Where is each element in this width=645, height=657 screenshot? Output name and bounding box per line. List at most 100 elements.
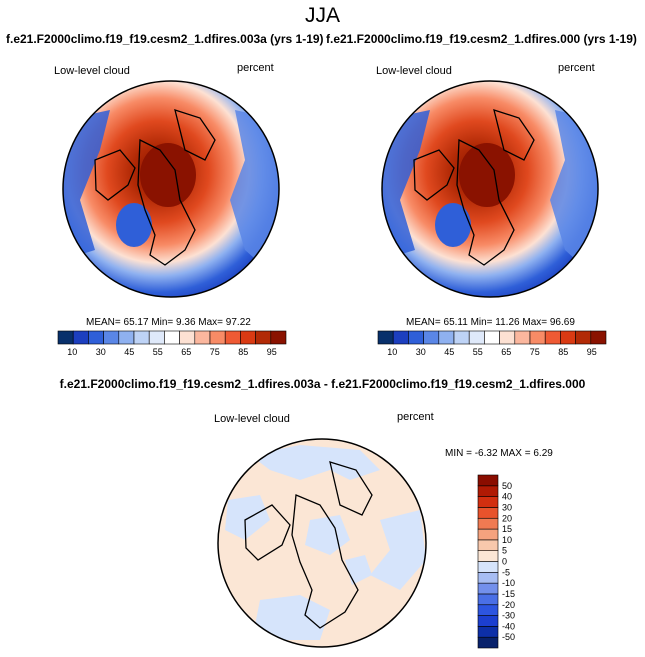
panel-1-coastlines (94, 109, 216, 266)
panel-1-colorbar-swatch (133, 330, 150, 345)
panel-1-colorbar-tick-label: 30 (96, 347, 106, 357)
panel-1-colorbar-swatch (72, 330, 89, 345)
panel-3-field-patch (225, 495, 270, 540)
panel-3-colorbar-swatch (477, 636, 499, 649)
panel-3-colorbar-swatch (477, 615, 499, 627)
panel-2-colorbar-tick-label: 55 (473, 347, 483, 357)
panel-3-colorbar-swatch (477, 474, 499, 487)
panel-2-colorbar-swatch (377, 330, 394, 345)
panel-3-colorbar-swatch (477, 496, 499, 508)
panel-1-variable-label: Low-level cloud (54, 65, 130, 77)
panel-3-colorbar-swatch (477, 572, 499, 584)
panel-3-colorbar-tick-label: -15 (502, 589, 515, 599)
panel-3-colorbar-swatch (477, 604, 499, 616)
panel-3-colorbar-tick-label: -30 (502, 611, 515, 621)
panel-1-colorbar-tick-label: 85 (238, 347, 248, 357)
panel-2-map-border (381, 80, 599, 298)
panel-2-variable-label: Low-level cloud (376, 65, 452, 77)
panel-2-colorbar-swatch (438, 330, 455, 345)
panel-2-units-label: percent (558, 62, 595, 74)
panel-2-colorbar-swatch (453, 330, 470, 345)
panel-2-colorbar-swatch (590, 330, 607, 345)
panel-2-colorbar-tick-label: 95 (587, 347, 597, 357)
panel-1-colorbar-swatch (209, 330, 226, 345)
panel-3-colorbar-tick-label: -10 (502, 578, 515, 588)
panel-2-colorbar-swatch (423, 330, 440, 345)
panel-3-colorbar-tick-label: 15 (502, 524, 512, 534)
panel-2-colorbar-tick-label: 30 (416, 347, 426, 357)
panel-3-colorbar-swatch (477, 528, 499, 541)
panel-2-colorbar-tick-label: 10 (387, 347, 397, 357)
panel-3-map-border (217, 438, 427, 648)
panel-3-colorbar-swatch (477, 517, 499, 530)
panel-1-colorbar-swatch (164, 330, 180, 345)
panel-2-colorbar-swatch (575, 330, 592, 345)
panel-3-units-label: percent (397, 411, 434, 423)
panel-1-colorbar-tick-label: 95 (267, 347, 277, 357)
panel-3-colorbar-tick-label: 30 (502, 502, 512, 512)
panel-2-colorbar-swatch (529, 330, 546, 345)
panel-2-colorbar-swatch (544, 330, 561, 345)
panel-3-field-patch (250, 445, 380, 480)
panel-1-colorbar-swatch (255, 330, 272, 345)
panel-3-colorbar-swatch (477, 550, 499, 562)
panel-1-colorbar-swatch (179, 330, 196, 345)
panel-3-colorbar-tick-label: -20 (502, 600, 515, 610)
panel-1-colorbar: 10 30 45 55 65 75 85 95 (57, 330, 287, 357)
panel-2-coastlines (413, 109, 535, 266)
panel-3-coastlines (244, 461, 373, 629)
panel-3-colorbar-tick-label: -40 (502, 621, 515, 631)
panel-2-colorbar-swatch (484, 330, 500, 345)
panel-2-map (381, 80, 599, 298)
panel-1-colorbar-swatch (57, 330, 74, 345)
panel-1-colorbar-swatch (103, 330, 120, 345)
panel-2-field-patch (435, 203, 471, 247)
panel-2-stats: MEAN= 65.11 Min= 11.26 Max= 96.69 (406, 317, 575, 328)
panel-1-map (62, 80, 280, 298)
panel-2-colorbar-swatch (499, 330, 516, 345)
panel-1-field-patch (63, 110, 110, 260)
main-title: JJA (304, 4, 340, 27)
panel-3-colorbar-tick-label: 0 (502, 557, 507, 567)
panel-2-colorbar-tick-label: 75 (530, 347, 540, 357)
panel-1-colorbar-tick-label: 65 (181, 347, 191, 357)
panel-2-colorbar-swatch (514, 330, 531, 345)
panel-1-map-border (62, 80, 280, 298)
panel-3-colorbar-swatch (477, 626, 499, 638)
panel-3-colorbar-swatch (477, 593, 499, 606)
panel-3-colorbar-swatch (477, 485, 499, 497)
panel-3-map (217, 438, 427, 648)
panel-3-colorbar-tick-label: 40 (502, 492, 512, 502)
panel-1-colorbar-swatch (270, 330, 287, 345)
panel-2-colorbar-tick-label: 65 (501, 347, 511, 357)
panel-1-colorbar-swatch (88, 330, 104, 345)
panel-2-colorbar-swatch (560, 330, 576, 345)
panel-3-colorbar-swatch (477, 507, 499, 519)
panel-2-field-patch (382, 110, 430, 260)
panel-3-variable-label: Low-level cloud (214, 413, 290, 425)
panel-1-field-patch (116, 203, 152, 247)
panel-3-colorbar-tick-label: 5 (502, 546, 507, 556)
panel-2-title: f.e21.F2000climo.f19_f19.cesm2_1.dfires.… (326, 32, 637, 46)
panel-1-field-patch (140, 143, 196, 207)
panel-1-colorbar-tick-label: 55 (153, 347, 163, 357)
panel-2-colorbar-swatch (468, 330, 485, 345)
panel-2-field-patch (459, 143, 515, 207)
panel-3-colorbar-tick-label: -5 (502, 567, 510, 577)
panel-3-colorbar-swatch (477, 561, 499, 573)
panel-1-colorbar-swatch (194, 330, 211, 345)
panel-2-colorbar-tick-label: 45 (444, 347, 454, 357)
panel-3-title: f.e21.F2000climo.f19_f19.cesm2_1.dfires.… (59, 377, 586, 391)
panel-3-colorbar-swatch (477, 539, 499, 551)
panel-1-colorbar-tick-label: 75 (210, 347, 220, 357)
panel-1-colorbar-swatch (118, 330, 135, 345)
panel-3-colorbar-swatch (477, 582, 499, 595)
panel-3-colorbar-tick-label: 20 (502, 513, 512, 523)
panel-2-colorbar-swatch (392, 330, 409, 345)
panel-1-colorbar-swatch (240, 330, 256, 345)
panel-1-colorbar-tick-label: 10 (67, 347, 77, 357)
panel-3-stats: MIN = -6.32 MAX = 6.29 (445, 448, 553, 459)
panel-1-title: f.e21.F2000climo.f19_f19.cesm2_1.dfires.… (6, 32, 324, 46)
